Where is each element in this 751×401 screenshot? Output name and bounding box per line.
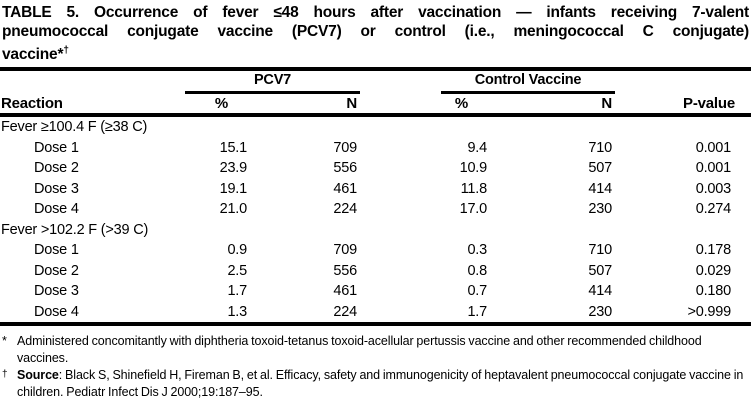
section-header-row: Fever >102.2 F (>39 C) <box>0 220 751 241</box>
control-n: 710 <box>588 139 612 156</box>
group-header-pcv7-cell: PCV7 <box>185 69 360 95</box>
pcv7-n: 224 <box>333 201 357 218</box>
control-n: 230 <box>588 303 612 320</box>
p-value: 0.180 <box>695 283 731 300</box>
pcv7-pct: 1.3 <box>227 303 247 320</box>
control-pct: 0.3 <box>467 242 487 259</box>
group-header-control: Control Vaccine <box>441 71 615 95</box>
p-value: 0.001 <box>695 139 731 156</box>
p-value: >0.999 <box>687 303 731 320</box>
pcv7-n: 709 <box>333 139 357 156</box>
group-header-spacer <box>615 69 751 94</box>
pcv7-n: 224 <box>333 303 357 320</box>
group-header-row: PCV7 Control Vaccine <box>0 69 751 95</box>
pcv7-n: 556 <box>333 160 357 177</box>
table-row: Dose 2 2.5 556 0.8 507 0.029 <box>0 261 751 282</box>
asterisk-footnote-marker: * <box>2 334 7 349</box>
column-header-control-pct: % <box>360 94 490 118</box>
title-line-3-text: vaccine* <box>2 46 64 64</box>
pcv7-pct: 19.1 <box>219 180 248 197</box>
p-value: 0.029 <box>695 262 731 279</box>
pcv7-pct: 2.5 <box>227 262 247 279</box>
table-row: Dose 1 0.9 709 0.3 710 0.178 <box>0 240 751 261</box>
dagger-footnote-marker: † <box>63 45 69 56</box>
control-n: 230 <box>588 201 612 218</box>
column-header-reaction: Reaction <box>0 94 185 118</box>
pcv7-pct: 1.7 <box>227 283 247 300</box>
footnote-source: † Source: Black S, Shinefield H, Fireman … <box>0 367 751 401</box>
dose-label: Dose 3 <box>34 180 79 197</box>
footnote-asterisk: * Administered concomitantly with diphthe… <box>0 333 751 367</box>
control-pct: 1.7 <box>467 303 487 320</box>
dagger-footnote-marker: † <box>2 369 8 381</box>
table-body: Fever ≥100.4 F (≥38 C) Dose 1 15.1 709 9.4 71… <box>0 115 751 324</box>
table-row: Dose 3 19.1 461 11.8 414 0.003 <box>0 179 751 200</box>
footnote-source-label: Source <box>17 368 59 383</box>
control-n: 507 <box>588 160 612 177</box>
group-header-pcv7: PCV7 <box>185 71 360 95</box>
dose-label: Dose 3 <box>34 283 79 300</box>
title-line-1: TABLE 5. Occurrence of fever ≤48 hours a… <box>2 4 749 21</box>
table-row: Dose 4 1.3 224 1.7 230 >0.999 <box>0 302 751 325</box>
column-header-row: Reaction % N % N P-value <box>0 94 751 118</box>
footnotes: * Administered concomitantly with diphthe… <box>0 333 751 401</box>
fever-occurrence-table: PCV7 Control Vaccine Reaction % N % N P-… <box>0 67 751 327</box>
table-row: Dose 1 15.1 709 9.4 710 0.001 <box>0 138 751 159</box>
dose-label: Dose 1 <box>34 139 79 156</box>
control-n: 507 <box>588 262 612 279</box>
group-header-spacer <box>0 69 185 94</box>
table-row: Dose 4 21.0 224 17.0 230 0.274 <box>0 199 751 220</box>
control-n: 414 <box>588 283 612 300</box>
group-header-control-cell: Control Vaccine <box>360 69 615 95</box>
control-pct: 0.7 <box>467 283 487 300</box>
column-header-control-n: N <box>490 94 615 118</box>
title-line-3: vaccine*† <box>2 41 749 64</box>
p-value: 0.178 <box>695 242 731 259</box>
section-header: Fever ≥100.4 F (≥38 C) <box>1 119 148 136</box>
footnote-source-text: : Black S, Shinefield H, Fireman B, et a… <box>17 368 744 400</box>
pcv7-n: 709 <box>333 242 357 259</box>
dose-label: Dose 2 <box>34 262 79 279</box>
p-value: 0.274 <box>695 201 731 218</box>
pcv7-n: 461 <box>333 283 357 300</box>
column-header-pcv7-n: N <box>250 94 360 118</box>
section-header: Fever >102.2 F (>39 C) <box>1 221 149 238</box>
control-pct: 10.9 <box>459 160 488 177</box>
column-header-pcv7-pct: % <box>185 94 250 118</box>
pcv7-pct: 0.9 <box>227 242 247 259</box>
control-pct: 11.8 <box>460 180 488 197</box>
pcv7-pct: 23.9 <box>219 160 248 177</box>
control-n: 710 <box>588 242 612 259</box>
table-row: Dose 3 1.7 461 0.7 414 0.180 <box>0 281 751 302</box>
pcv7-pct: 15.1 <box>219 139 248 156</box>
pcv7-n: 556 <box>333 262 357 279</box>
control-pct: 9.4 <box>467 139 487 156</box>
dose-label: Dose 4 <box>34 303 79 320</box>
table-row: Dose 2 23.9 556 10.9 507 0.001 <box>0 158 751 179</box>
table-title: TABLE 5. Occurrence of fever ≤48 hours a… <box>0 3 751 64</box>
pcv7-n: 461 <box>333 180 357 197</box>
pcv7-pct: 21.0 <box>219 201 248 218</box>
dose-label: Dose 2 <box>34 160 79 177</box>
p-value: 0.003 <box>695 180 731 197</box>
dose-label: Dose 1 <box>34 242 79 259</box>
column-header-p-value: P-value <box>615 94 751 118</box>
footnote-asterisk-text: Administered concomitantly with diphther… <box>17 334 702 366</box>
section-header-row: Fever ≥100.4 F (≥38 C) <box>0 115 751 138</box>
control-n: 414 <box>588 180 612 197</box>
title-line-2: pneumococcal conjugate vaccine (PCV7) or… <box>2 23 749 40</box>
dose-label: Dose 4 <box>34 201 79 218</box>
control-pct: 17.0 <box>459 201 488 218</box>
p-value: 0.001 <box>695 160 731 177</box>
control-pct: 0.8 <box>467 262 487 279</box>
